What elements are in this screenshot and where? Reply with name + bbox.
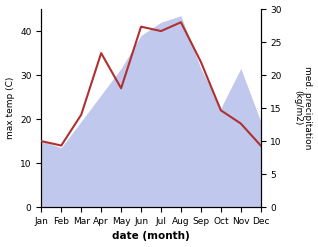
Y-axis label: max temp (C): max temp (C)	[5, 77, 15, 139]
Y-axis label: med. precipitation
(kg/m2): med. precipitation (kg/m2)	[293, 66, 313, 150]
X-axis label: date (month): date (month)	[112, 231, 190, 242]
